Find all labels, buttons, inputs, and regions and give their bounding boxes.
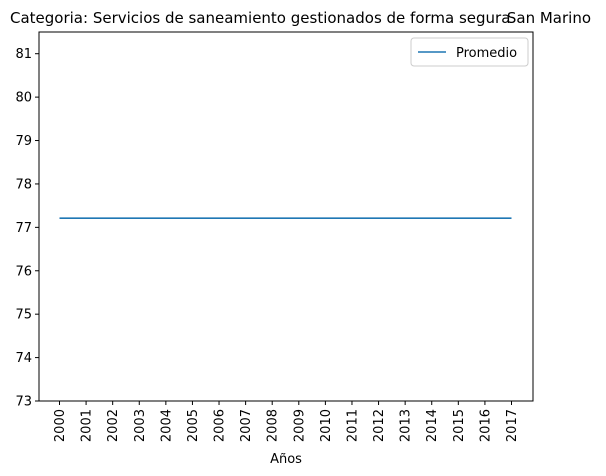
x-tick-label: 2006 [213,409,228,442]
x-axis: 2000 2001 2002 2003 2004 2005 2006 2007 2008 2009… [53,401,520,442]
x-tick-label: 2010 [319,409,334,442]
x-tick-label: 2003 [133,409,148,442]
y-tick-label: 76 [15,264,32,279]
y-tick-label: 78 [15,177,32,192]
y-tick-label: 74 [15,351,32,366]
x-tick-label: 2008 [266,409,281,442]
y-tick-label: 75 [15,308,32,323]
x-tick-label: 2014 [425,409,440,442]
x-tick-label: 2017 [505,409,520,442]
x-tick-label: 2001 [80,409,95,442]
x-tick-label: 2012 [372,409,387,442]
y-tick-label: 80 [15,91,32,106]
plot-frame [38,31,534,402]
y-tick-label: 77 [15,221,32,236]
x-tick-label: 2000 [53,409,68,442]
y-tick-label: 81 [15,47,32,62]
x-tick-label: 2005 [186,409,201,442]
chart-title-right: San Marino [507,9,591,27]
x-tick-label: 2011 [345,409,360,442]
x-tick-label: 2013 [399,409,414,442]
legend: Promedio [410,37,529,67]
x-tick-label: 2004 [159,409,174,442]
x-tick-label: 2009 [292,409,307,442]
x-tick-label: 2015 [452,409,467,442]
y-tick-label: 79 [15,134,32,149]
y-tick-label: 73 [15,395,32,410]
legend-box [410,37,529,67]
y-axis: 73 74 75 76 77 78 79 80 81 [15,47,39,410]
x-tick-label: 2002 [106,409,121,442]
x-tick-label: 2016 [478,409,493,442]
x-tick-label: 2007 [239,409,254,442]
chart-title-left: Categoria: Servicios de saneamiento gest… [10,9,510,27]
x-axis-title: Años [270,452,302,467]
legend-label-promedio: Promedio [456,46,517,61]
